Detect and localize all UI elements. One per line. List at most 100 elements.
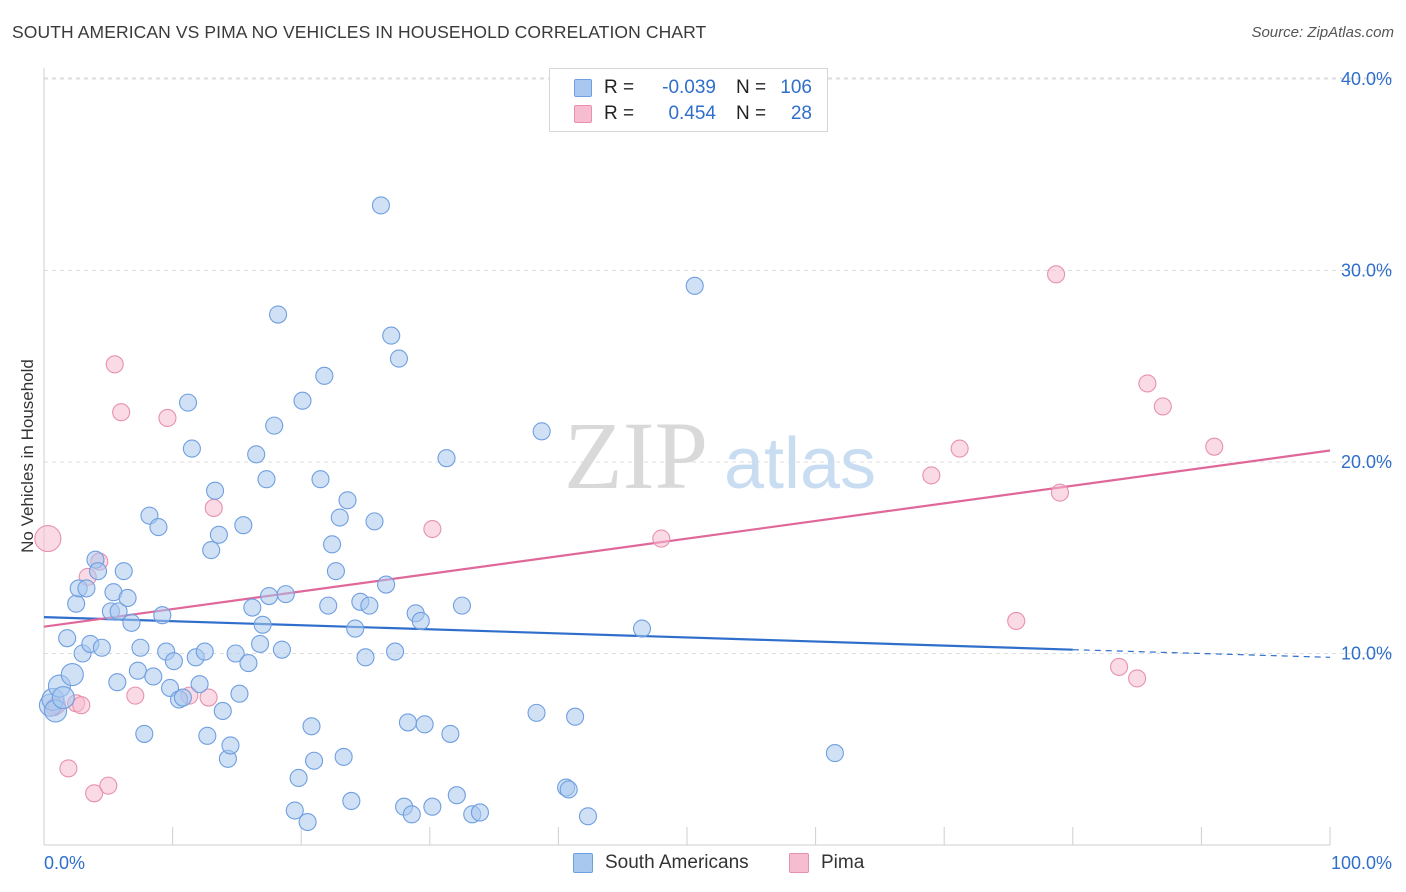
data-point-south-american	[346, 619, 365, 638]
data-point-south-american	[234, 516, 253, 535]
data-point-south-american	[239, 654, 258, 673]
data-point-south-american	[58, 629, 77, 648]
data-point-south-american	[272, 640, 291, 659]
data-point-south-american	[213, 701, 232, 721]
data-point-south-american	[411, 611, 430, 630]
data-point-south-american	[178, 393, 198, 412]
gridlines	[44, 77, 1392, 654]
data-point-south-american	[269, 305, 288, 324]
data-point-pima	[1138, 374, 1157, 393]
data-point-south-american	[209, 525, 228, 544]
y-axis-label: No Vehicles in Household	[18, 359, 37, 553]
data-point-south-american	[365, 512, 384, 531]
data-point-south-american	[371, 196, 390, 215]
data-point-south-american	[566, 707, 585, 726]
data-point-south-american	[265, 416, 284, 435]
data-point-south-american	[149, 518, 168, 537]
data-point-south-american	[382, 326, 401, 345]
watermark-zip: ZIP	[564, 402, 708, 509]
data-point-south-american	[342, 791, 361, 811]
y-tick-label: 20.0%	[1341, 452, 1392, 472]
data-point-south-american	[386, 642, 405, 661]
data-point-pima	[72, 696, 91, 715]
data-point-south-american	[377, 575, 396, 594]
data-point-south-american	[198, 726, 217, 745]
data-point-south-american	[532, 422, 551, 441]
data-point-pima	[1050, 483, 1069, 502]
bottom-legend-label-south-americans: South Americans	[605, 852, 749, 873]
points-south-americans	[38, 196, 844, 832]
trend-line-south-americans-extension	[1072, 649, 1331, 658]
data-point-south-american	[330, 508, 349, 527]
data-point-south-american	[447, 786, 466, 805]
data-point-pima	[34, 525, 62, 553]
x-tick-label: 0.0%	[44, 853, 85, 873]
data-point-south-american	[247, 445, 266, 464]
data-point-south-american	[60, 663, 84, 687]
data-point-south-american	[243, 598, 262, 617]
data-point-south-american	[250, 634, 270, 653]
y-tick-label: 10.0%	[1341, 644, 1392, 664]
data-point-south-american	[205, 481, 225, 500]
data-point-south-american	[452, 596, 472, 615]
data-point-south-american	[144, 667, 163, 686]
data-point-south-american	[230, 684, 249, 703]
watermark-atlas: atlas	[724, 424, 876, 504]
data-point-south-american	[164, 652, 183, 671]
data-point-south-american	[92, 638, 111, 657]
data-point-south-american	[221, 736, 240, 755]
data-point-pima	[126, 686, 145, 705]
bottom-legend-pima: Pima	[789, 852, 864, 874]
data-point-pima	[1007, 611, 1026, 630]
data-point-south-american	[276, 585, 295, 604]
data-point-pima	[199, 688, 218, 707]
legend-n-value: 28	[790, 103, 812, 124]
data-point-south-american	[825, 744, 844, 763]
legend-n-value: 106	[780, 77, 812, 98]
data-point-pima	[922, 466, 941, 485]
data-point-pima	[105, 355, 124, 374]
watermark: ZIP atlas	[564, 402, 876, 509]
data-point-south-american	[305, 751, 324, 770]
trend-line-pima	[43, 449, 1331, 628]
legend-n-label: N =	[736, 77, 767, 98]
data-point-south-american	[259, 586, 279, 606]
data-point-south-american	[128, 661, 147, 680]
tick-labels: 10.0% 20.0% 30.0% 40.0% 0.0% 100.0%	[44, 69, 1392, 873]
data-point-pima	[950, 439, 969, 458]
data-point-south-american	[311, 470, 330, 489]
data-point-south-american	[190, 675, 209, 694]
correlation-legend: R = -0.039 N = 106 R = 0.454 N = 28	[549, 68, 828, 132]
data-point-south-american	[315, 366, 334, 385]
data-point-south-american	[114, 562, 133, 581]
legend-swatch-pink	[574, 105, 592, 123]
data-point-south-american	[182, 439, 201, 458]
legend-row-pima: R = 0.454 N = 28	[574, 102, 812, 126]
legend-r-label: R =	[604, 77, 635, 98]
points-pima	[34, 265, 1224, 803]
data-point-south-american	[398, 713, 417, 732]
data-point-pima	[1205, 437, 1224, 456]
data-point-south-american	[298, 812, 317, 832]
data-point-south-american	[470, 803, 490, 822]
data-point-south-american	[302, 717, 321, 736]
data-point-pima	[1128, 669, 1147, 688]
data-point-south-american	[578, 807, 598, 826]
data-point-pima	[1047, 265, 1066, 284]
data-point-south-american	[131, 638, 150, 657]
data-point-south-american	[527, 703, 546, 722]
data-point-pima	[99, 776, 118, 795]
data-point-pima	[652, 529, 671, 548]
bottom-legend-swatch-blue	[573, 853, 593, 873]
data-point-pima	[59, 759, 78, 778]
data-point-pima	[158, 408, 177, 428]
data-point-south-american	[135, 724, 154, 743]
data-point-south-american	[437, 449, 456, 468]
data-point-south-american	[356, 648, 375, 667]
data-point-south-american	[323, 535, 342, 554]
data-point-pima	[85, 784, 104, 803]
data-point-south-american	[109, 602, 128, 621]
data-point-south-american	[195, 642, 214, 661]
data-point-pima	[204, 498, 223, 518]
data-point-south-american	[77, 579, 96, 598]
